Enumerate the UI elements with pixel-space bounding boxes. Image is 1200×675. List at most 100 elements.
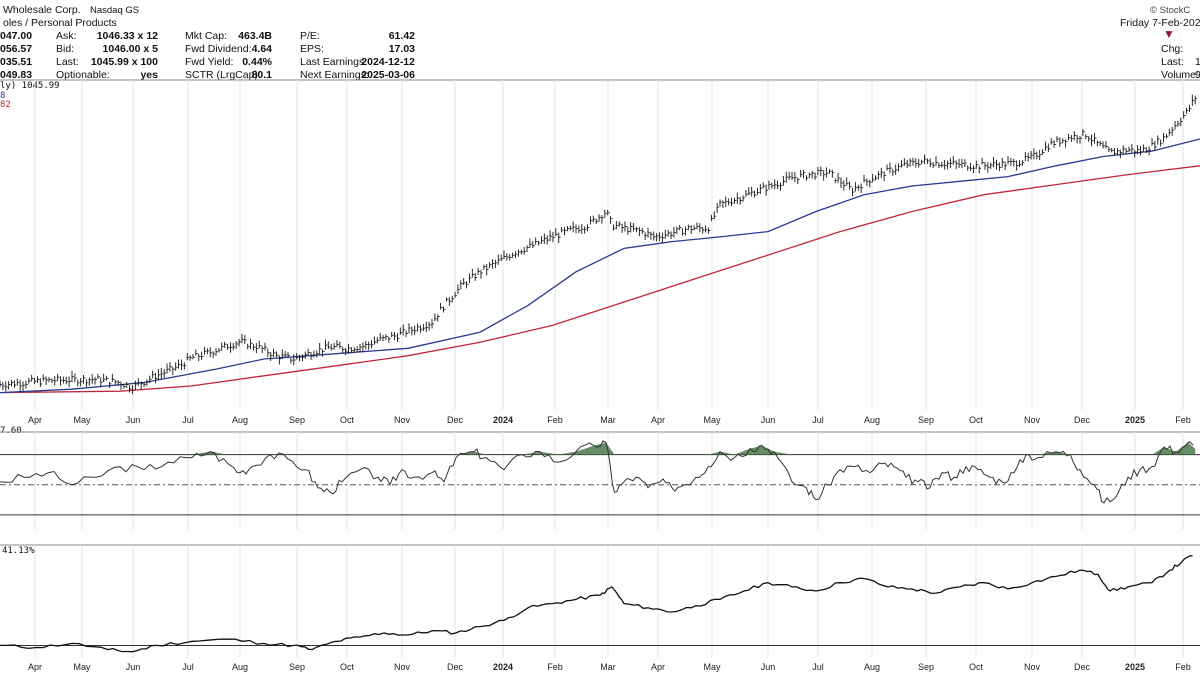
quote-value: yes: [140, 69, 158, 81]
fundamental-label: Fwd Dividend:: [185, 43, 252, 55]
x-tick-label: Jun: [126, 662, 141, 672]
x-tick-label: Jun: [761, 415, 776, 425]
x-tick-label: 2025: [1125, 662, 1145, 672]
x-tick-label: Dec: [447, 662, 464, 672]
x-tick-label: Aug: [232, 415, 248, 425]
x-tick-label: Jun: [761, 662, 776, 672]
x-tick-label: Jul: [182, 415, 194, 425]
date-label: Friday 7-Feb-2025: [1120, 17, 1200, 29]
x-tick-label: Feb: [547, 662, 563, 672]
fundamental-value: 0.44%: [242, 56, 272, 68]
volume-value: 9: [1195, 69, 1200, 81]
x-tick-label: Jul: [812, 662, 824, 672]
earnings-value: 17.03: [388, 43, 415, 55]
x-tick-label: Feb: [1175, 662, 1191, 672]
volume-label: Volume:: [1161, 69, 1199, 81]
brand-label: © StockC: [1150, 5, 1191, 16]
earnings-value: 2024-12-12: [361, 56, 415, 68]
quote-value: 1045.99 x 100: [90, 56, 158, 68]
fundamental-label: SCTR (LrgCap):: [185, 69, 261, 81]
x-tick-label: Oct: [340, 415, 355, 425]
x-tick-label: Nov: [394, 415, 411, 425]
x-tick-label: Apr: [28, 662, 42, 672]
last-label: Last:: [1161, 56, 1184, 68]
x-tick-label: Mar: [600, 415, 616, 425]
chart-header: Wholesale Corp. Nasdaq GS oles / Persona…: [0, 0, 1200, 110]
x-tick-label: Aug: [232, 662, 248, 672]
fundamental-label: Fwd Yield:: [185, 56, 234, 68]
x-tick-label: Sep: [918, 662, 934, 672]
ma-short-line: [0, 138, 1200, 394]
earnings-label: Last Earnings:: [300, 56, 368, 68]
x-tick-label: Aug: [864, 415, 880, 425]
ma-long-legend: 82: [0, 100, 11, 110]
x-tick-label: Apr: [651, 662, 665, 672]
x-tick-label: Apr: [651, 415, 665, 425]
industry-label: oles / Personal Products: [3, 17, 117, 29]
x-tick-label: Sep: [918, 415, 934, 425]
quote-label: Last:: [56, 56, 79, 68]
x-tick-label: Dec: [447, 415, 464, 425]
x-tick-label: Oct: [340, 662, 355, 672]
quote-left-1: 056.57: [0, 43, 33, 55]
x-tick-label: May: [703, 662, 721, 672]
x-tick-label: May: [703, 415, 721, 425]
quote-left-2: 035.51: [0, 56, 33, 68]
quote-value: 1046.00 x 5: [102, 43, 158, 55]
ma-long-line: [0, 165, 1200, 394]
x-tick-label: Feb: [1175, 415, 1191, 425]
change-label: Chg:: [1161, 43, 1184, 55]
quote-left-3: 049.83: [0, 69, 33, 81]
x-tick-label: Jul: [812, 415, 824, 425]
fundamental-value: 463.4B: [238, 30, 272, 42]
x-tick-label: Jun: [126, 415, 141, 425]
rsi-legend: 7.60: [0, 426, 22, 436]
x-tick-label: May: [73, 662, 91, 672]
rsi-line: [0, 440, 1194, 504]
x-tick-label: Sep: [289, 415, 305, 425]
last-value: 1: [1195, 56, 1200, 68]
quote-left-0: 047.00: [0, 30, 33, 42]
earnings-label: EPS:: [300, 43, 324, 55]
earnings-value: 2025-03-06: [361, 69, 415, 81]
quote-label: Bid:: [56, 43, 75, 55]
x-tick-label: Nov: [394, 662, 411, 672]
fundamental-value: 4.64: [251, 43, 272, 55]
price-legend: ly) 1045.99: [0, 81, 60, 91]
x-tick-label: Oct: [969, 415, 984, 425]
fundamental-label: Mkt Cap:: [185, 30, 228, 42]
x-tick-label: May: [73, 415, 91, 425]
earnings-label: Next Earnings:: [300, 69, 369, 81]
x-tick-label: Mar: [600, 662, 616, 672]
x-tick-label: Sep: [289, 662, 305, 672]
x-tick-label: Feb: [547, 415, 563, 425]
price-panel: [0, 79, 1200, 410]
x-tick-label: Oct: [969, 662, 984, 672]
x-tick-label: Apr: [28, 415, 42, 425]
earnings-value: 61.42: [388, 30, 415, 42]
x-tick-label: Dec: [1074, 415, 1091, 425]
x-tick-label: Nov: [1024, 662, 1041, 672]
exchange-label: Nasdaq GS: [90, 5, 140, 16]
earnings-label: P/E:: [300, 30, 320, 42]
x-tick-label: Dec: [1074, 662, 1091, 672]
performance-panel: [0, 544, 1200, 658]
performance-line: [0, 555, 1193, 653]
x-tick-label: 2024: [493, 415, 513, 425]
x-tick-label: 2025: [1125, 415, 1145, 425]
quote-value: 1046.33 x 12: [96, 30, 158, 42]
x-tick-label: 2024: [493, 662, 513, 672]
company-title: Wholesale Corp.: [3, 4, 81, 16]
quote-label: Optionable:: [56, 69, 110, 81]
fundamental-value: 80.1: [251, 69, 272, 81]
down-arrow-icon: ▼: [1163, 27, 1175, 41]
quote-label: Ask:: [56, 30, 77, 42]
x-tick-label: Jul: [182, 662, 194, 672]
rsi-panel: [0, 431, 1200, 530]
rsi-overbought-fill: [192, 442, 1196, 455]
x-tick-label: Aug: [864, 662, 880, 672]
performance-legend: 41.13%: [2, 546, 35, 556]
ma-short-legend: 8: [0, 91, 6, 101]
x-tick-label: Nov: [1024, 415, 1041, 425]
